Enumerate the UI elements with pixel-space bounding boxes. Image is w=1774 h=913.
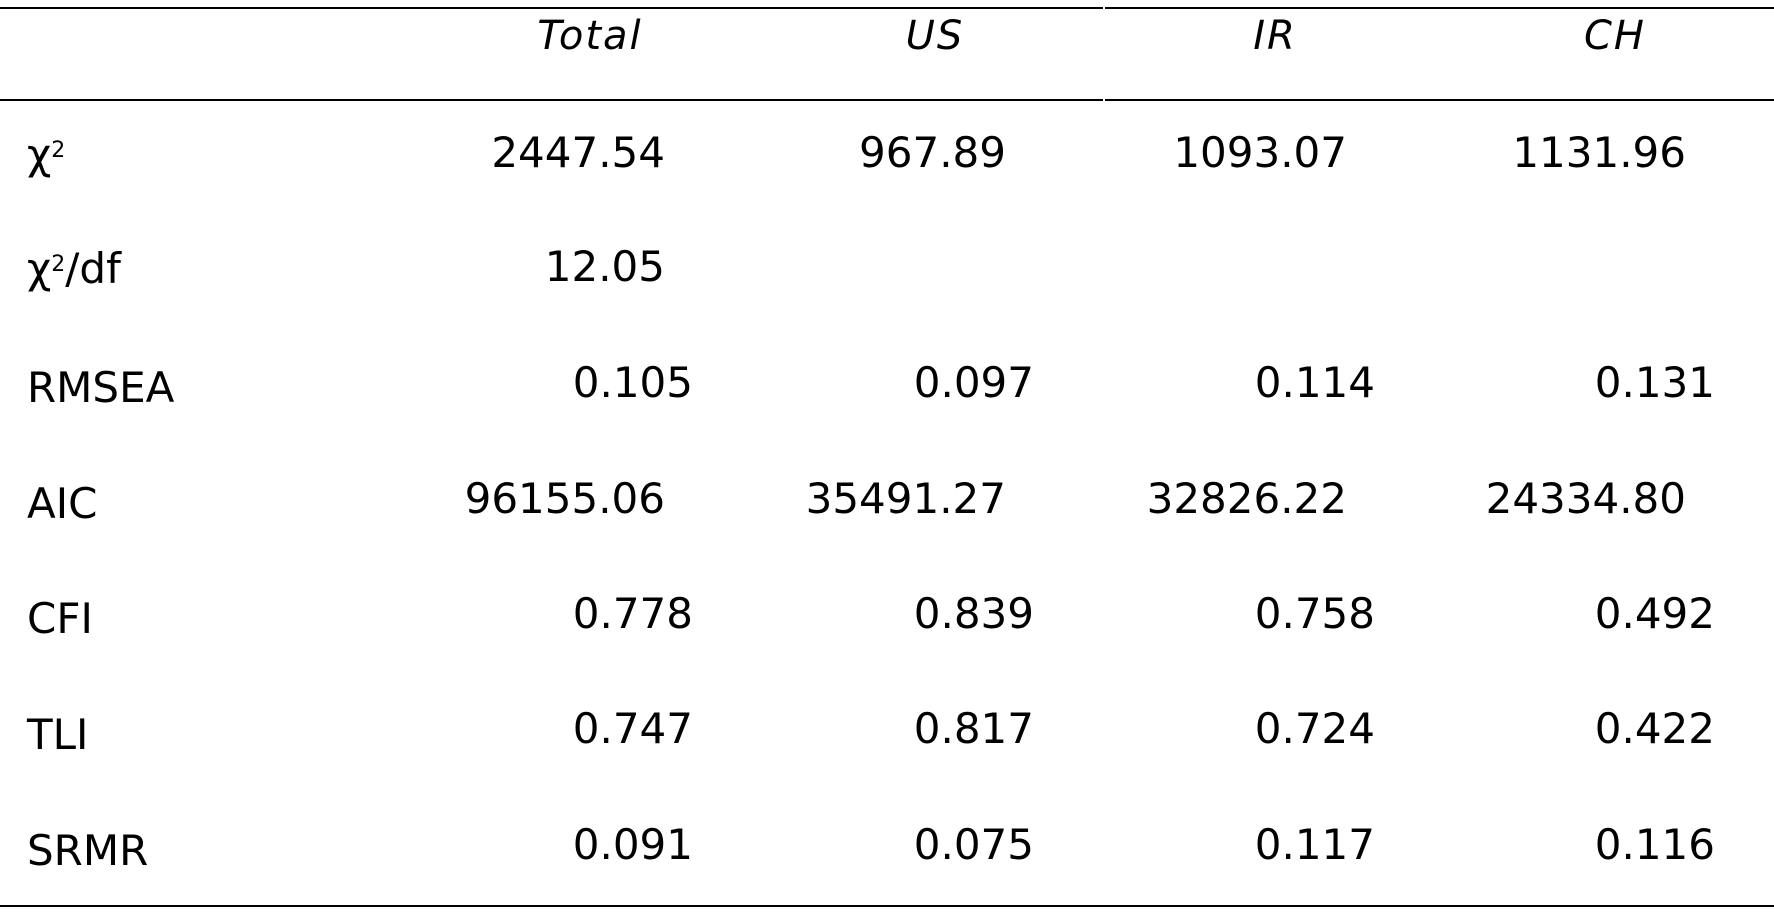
table-cell: 35491.27 xyxy=(805,474,1006,523)
table-cell: 0.758 xyxy=(1254,589,1375,638)
row-label: CFI xyxy=(27,594,93,643)
row-label: χ2/df xyxy=(27,244,121,293)
table-cell: 0.091 xyxy=(572,820,693,869)
table-cell: 24334.80 xyxy=(1485,474,1686,523)
rule-gap xyxy=(1103,6,1105,102)
row-label: TLI xyxy=(27,710,89,759)
column-header-us: US xyxy=(905,13,965,59)
column-header-ir: IR xyxy=(1253,13,1297,59)
table-cell: 0.131 xyxy=(1594,358,1715,407)
table-cell: 0.117 xyxy=(1254,820,1375,869)
table-cell: 0.747 xyxy=(572,704,693,753)
table-cell: 0.422 xyxy=(1594,704,1715,753)
table-cell: 1093.07 xyxy=(1173,128,1347,177)
table-cell: 0.839 xyxy=(913,589,1034,638)
row-label: χ2 xyxy=(27,130,66,179)
table-cell: 0.116 xyxy=(1594,820,1715,869)
table-cell: 96155.06 xyxy=(464,474,665,523)
column-header-total: Total xyxy=(537,13,643,59)
table-top-rule xyxy=(0,7,1774,9)
table-cell: 1131.96 xyxy=(1512,128,1686,177)
table-cell: 0.114 xyxy=(1254,358,1375,407)
row-label: AIC xyxy=(27,479,98,528)
table-cell: 32826.22 xyxy=(1146,474,1347,523)
table-bottom-rule xyxy=(0,905,1774,907)
table-header-rule xyxy=(0,99,1774,101)
row-label: RMSEA xyxy=(27,363,175,412)
row-label: SRMR xyxy=(27,826,149,875)
table-cell: 2447.54 xyxy=(491,128,665,177)
table-cell: 0.075 xyxy=(913,820,1034,869)
table-cell: 0.105 xyxy=(572,358,693,407)
table-cell: 0.817 xyxy=(913,704,1034,753)
column-header-ch: CH xyxy=(1583,13,1646,59)
table-cell: 12.05 xyxy=(544,242,665,291)
table-cell: 967.89 xyxy=(859,128,1006,177)
table-cell: 0.724 xyxy=(1254,704,1375,753)
table-cell: 0.492 xyxy=(1594,589,1715,638)
table-cell: 0.778 xyxy=(572,589,693,638)
table-cell: 0.097 xyxy=(913,358,1034,407)
